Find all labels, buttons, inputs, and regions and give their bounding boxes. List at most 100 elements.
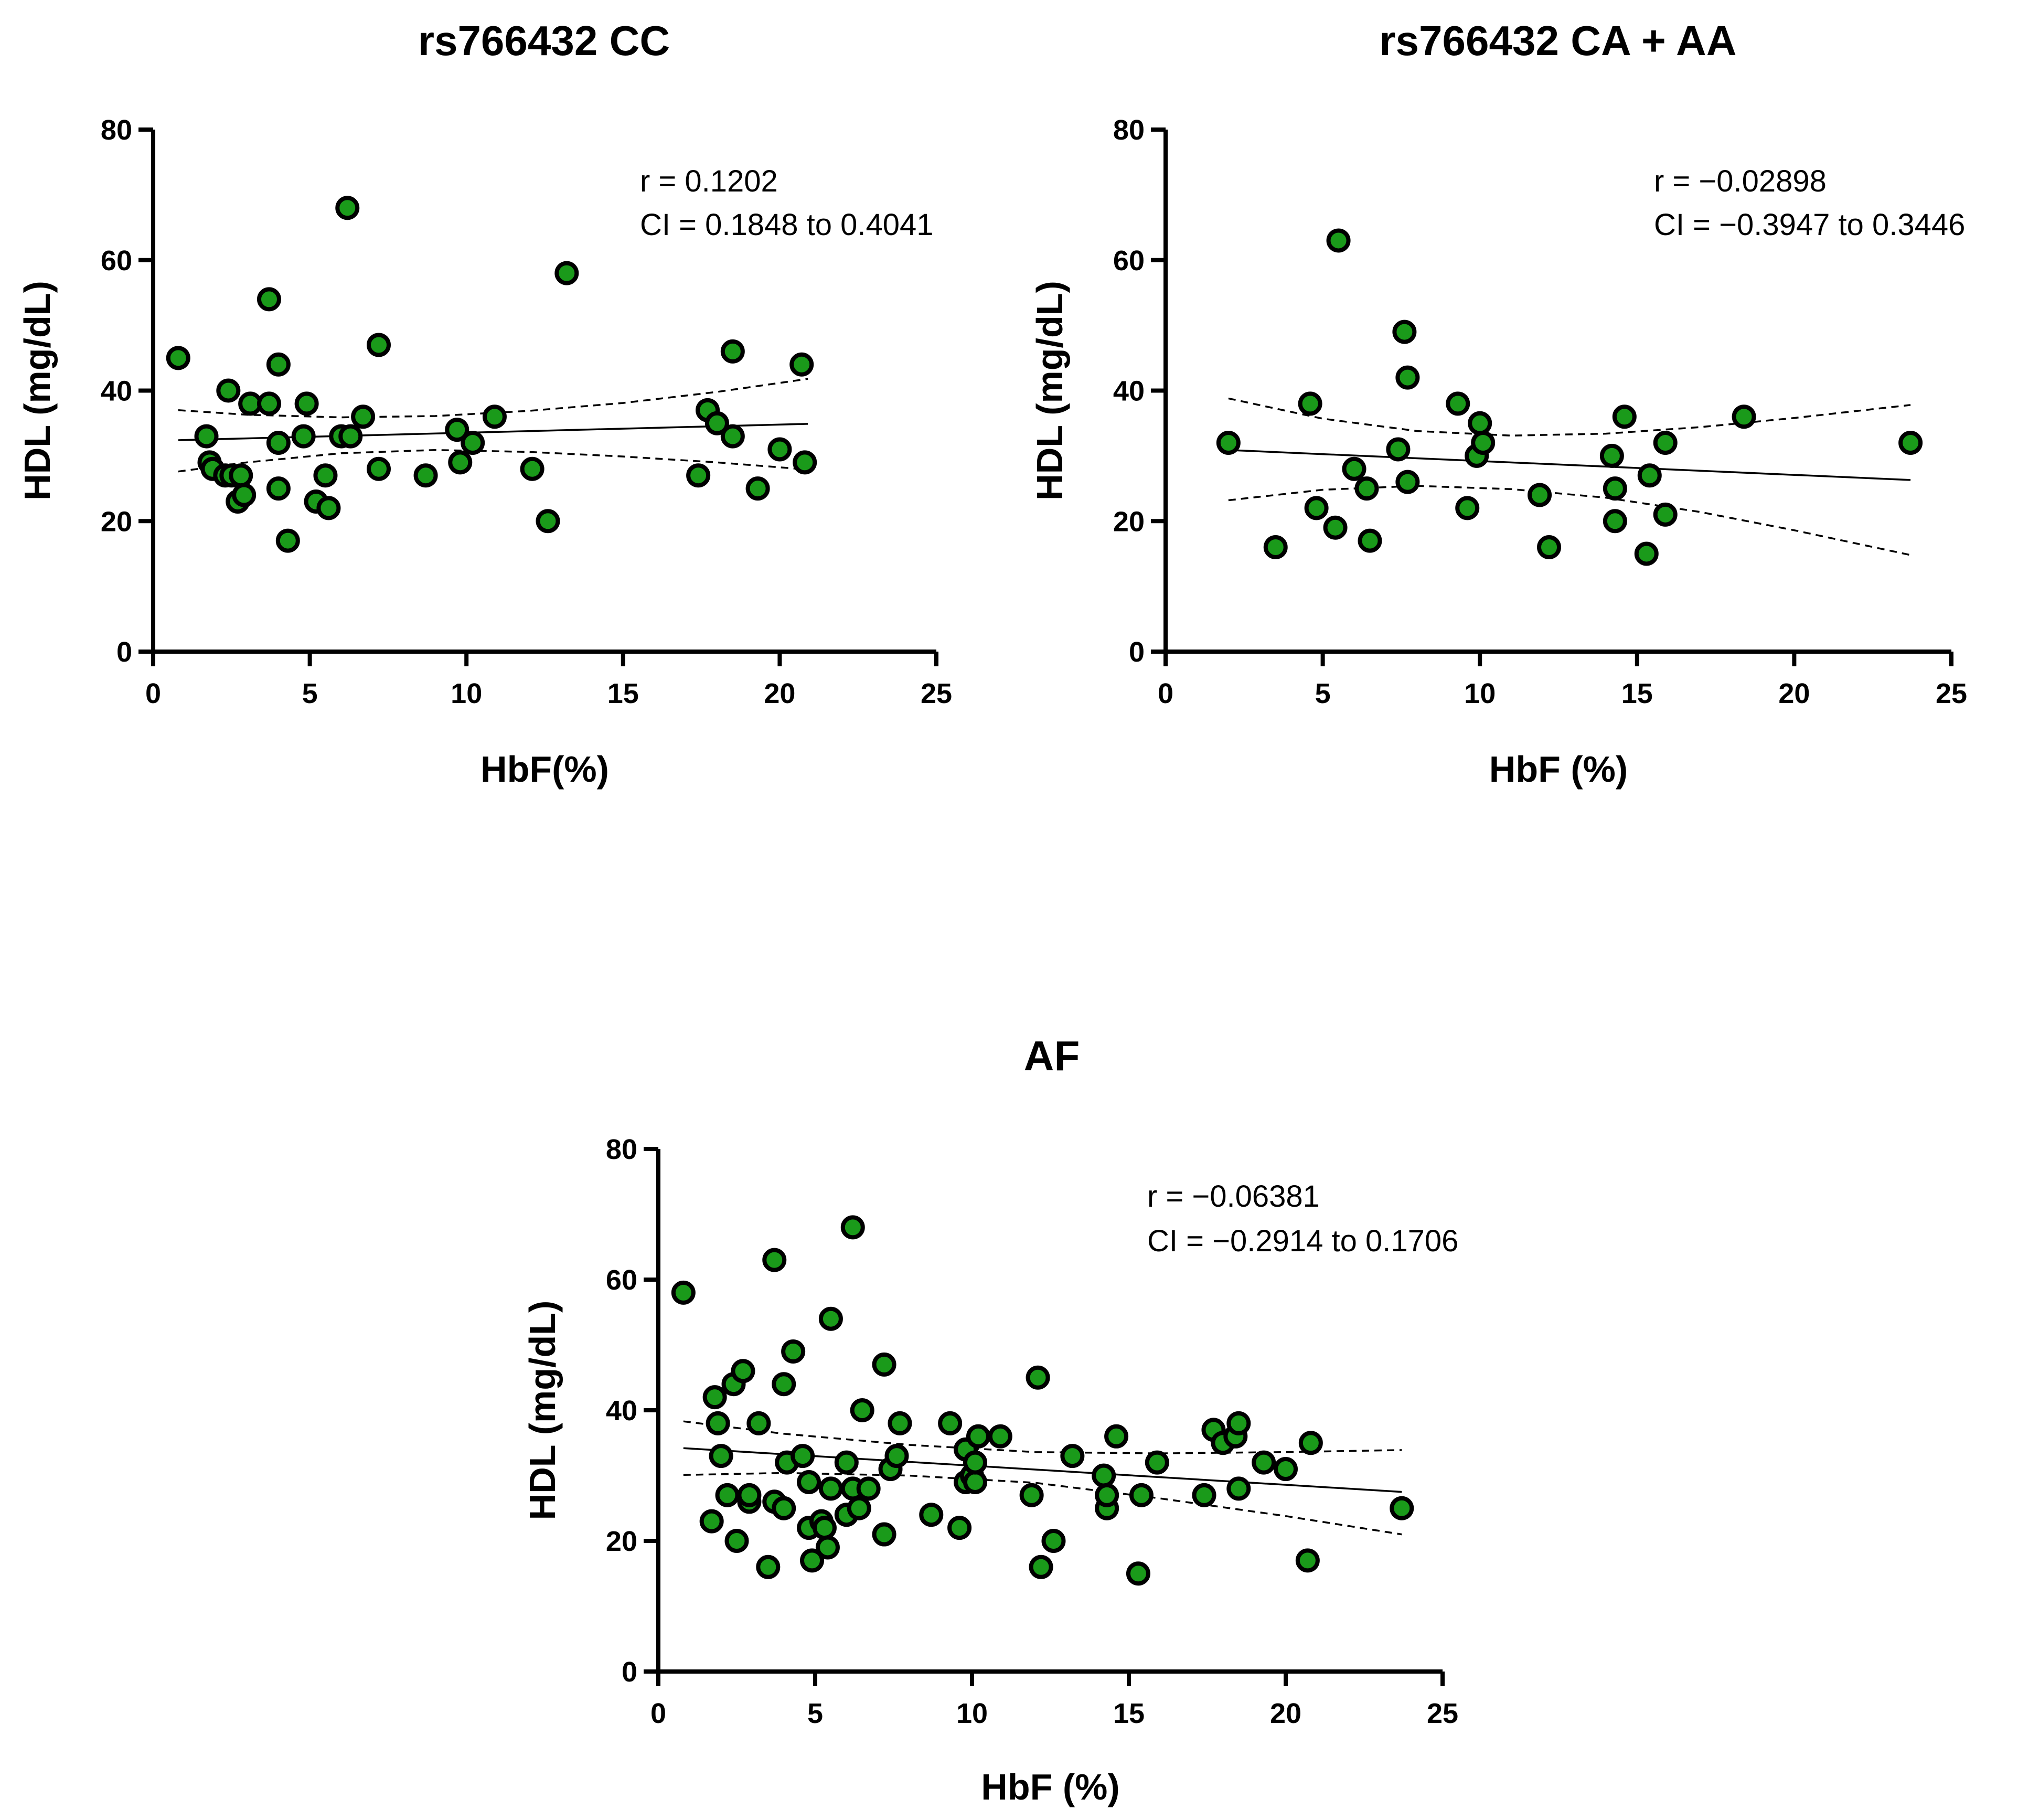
data-point bbox=[789, 352, 814, 377]
data-point bbox=[1455, 496, 1480, 520]
chart-2: rs766432 CA + AA 0 20 40 60 80 0 5 10 15 20 25 HbF (… bbox=[1029, 17, 1967, 790]
y-tick-label: 60 bbox=[1113, 245, 1145, 276]
data-point bbox=[704, 411, 729, 435]
data-point bbox=[1395, 365, 1420, 390]
data-point bbox=[1471, 431, 1496, 455]
data-point bbox=[1528, 483, 1552, 507]
data-point bbox=[850, 1398, 874, 1422]
data-point bbox=[797, 1470, 821, 1494]
data-point bbox=[1898, 431, 1923, 455]
data-point bbox=[461, 431, 485, 455]
y-tick-label: 80 bbox=[101, 114, 132, 146]
x-axis-label: HbF (%) bbox=[981, 1766, 1119, 1807]
data-point bbox=[966, 1424, 990, 1449]
chart-title: rs766432 CC bbox=[418, 17, 670, 64]
data-point bbox=[338, 424, 363, 449]
data-point bbox=[1226, 1411, 1251, 1435]
y-tick-label: 40 bbox=[101, 376, 132, 407]
stat-r: r = −0.06381 bbox=[1147, 1179, 1320, 1214]
data-point bbox=[266, 431, 291, 455]
data-point bbox=[1392, 320, 1417, 344]
y-tick-label: 80 bbox=[606, 1134, 637, 1165]
data-point bbox=[767, 437, 792, 462]
chart-1: rs766432 CC 0 20 40 60 80 0 5 10 15 20 25 HbF(%) HDL … bbox=[17, 17, 952, 790]
data-point bbox=[266, 352, 291, 377]
x-tick-label: 10 bbox=[1464, 678, 1496, 709]
x-tick-label: 5 bbox=[302, 678, 318, 709]
data-point bbox=[335, 196, 360, 220]
data-point bbox=[1637, 463, 1662, 488]
data-point bbox=[1029, 1555, 1053, 1579]
data-point bbox=[366, 456, 391, 481]
data-point bbox=[1298, 1431, 1323, 1455]
data-point bbox=[1026, 1365, 1050, 1390]
data-point bbox=[351, 405, 376, 429]
data-point bbox=[888, 1411, 912, 1435]
data-point bbox=[1537, 535, 1562, 559]
data-point bbox=[1603, 509, 1627, 534]
x-tick-label: 25 bbox=[1936, 678, 1967, 709]
y-tick-label: 40 bbox=[606, 1395, 637, 1427]
x-tick-label: 15 bbox=[1113, 1698, 1145, 1729]
y-tick-label: 40 bbox=[1113, 376, 1145, 407]
data-point bbox=[872, 1352, 896, 1377]
ci-upper-line bbox=[178, 378, 808, 419]
data-point bbox=[1323, 515, 1348, 540]
data-point bbox=[1358, 528, 1382, 553]
data-point bbox=[856, 1476, 881, 1501]
data-point bbox=[1634, 541, 1659, 566]
data-point bbox=[963, 1470, 987, 1494]
data-point bbox=[1216, 431, 1241, 455]
data-point bbox=[872, 1522, 896, 1547]
y-tick-label: 0 bbox=[116, 636, 132, 668]
data-point bbox=[800, 1548, 825, 1573]
stat-ci: CI = −0.2914 to 0.1706 bbox=[1147, 1224, 1458, 1258]
x-tick-label: 0 bbox=[145, 678, 161, 709]
data-point bbox=[988, 1424, 1012, 1449]
x-tick-label: 5 bbox=[807, 1698, 823, 1729]
data-point bbox=[1104, 1424, 1129, 1449]
data-point bbox=[834, 1450, 859, 1475]
data-point bbox=[1304, 496, 1329, 520]
data-point bbox=[1274, 1457, 1298, 1482]
data-point bbox=[316, 496, 341, 520]
data-point bbox=[1386, 437, 1411, 462]
data-point bbox=[840, 1215, 865, 1240]
data-point bbox=[791, 1444, 815, 1468]
data-point bbox=[1603, 476, 1627, 501]
data-point bbox=[1095, 1483, 1119, 1507]
data-point bbox=[294, 391, 319, 416]
data-point bbox=[482, 405, 507, 429]
y-tick-label: 20 bbox=[606, 1526, 637, 1557]
data-point bbox=[232, 483, 257, 507]
data-point bbox=[793, 450, 817, 475]
ci-lower-line bbox=[683, 1472, 1402, 1536]
y-tick-label: 0 bbox=[1129, 636, 1145, 668]
data-point bbox=[1019, 1483, 1044, 1507]
y-tick-label: 80 bbox=[1113, 114, 1145, 146]
data-point bbox=[413, 463, 438, 488]
data-point bbox=[554, 261, 579, 285]
y-tick-label: 20 bbox=[101, 506, 132, 537]
data-point bbox=[1342, 456, 1366, 481]
y-tick-label: 60 bbox=[606, 1264, 637, 1296]
data-point bbox=[1295, 1548, 1320, 1573]
data-point bbox=[818, 1476, 843, 1501]
x-tick-label: 25 bbox=[1427, 1698, 1458, 1729]
data-point bbox=[216, 378, 241, 403]
data-point bbox=[724, 1529, 749, 1553]
data-point bbox=[720, 339, 745, 364]
data-point bbox=[686, 463, 711, 488]
data-point bbox=[1226, 1476, 1251, 1501]
ci-lower-line bbox=[1228, 485, 1911, 556]
data-point bbox=[671, 1280, 696, 1305]
data-point bbox=[938, 1411, 963, 1435]
x-tick-label: 5 bbox=[1315, 678, 1331, 709]
data-point bbox=[1263, 535, 1288, 559]
data-point bbox=[1298, 391, 1322, 416]
regression-line bbox=[1228, 449, 1911, 481]
data-point bbox=[746, 1411, 771, 1435]
data-point bbox=[1041, 1529, 1066, 1553]
data-point bbox=[1468, 411, 1492, 435]
